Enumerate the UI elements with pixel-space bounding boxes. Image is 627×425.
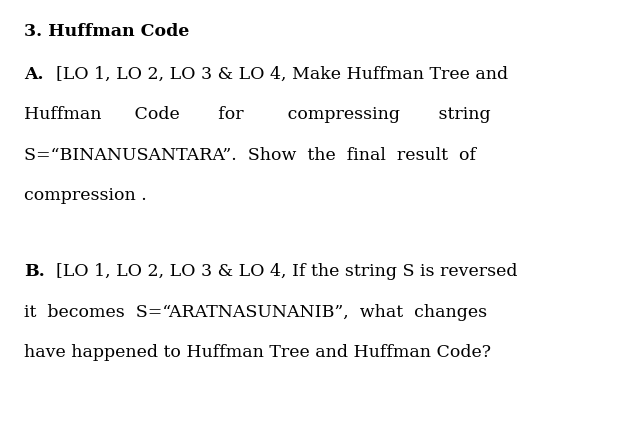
Text: [LO 1, LO 2, LO 3 & LO 4, Make Huffman Tree and: [LO 1, LO 2, LO 3 & LO 4, Make Huffman T…	[56, 66, 508, 83]
Text: B.: B.	[24, 264, 45, 280]
Text: Huffman      Code       for        compressing       string: Huffman Code for compressing string	[24, 106, 490, 123]
Text: A.: A.	[24, 66, 43, 83]
Text: have happened to Huffman Tree and Huffman Code?: have happened to Huffman Tree and Huffma…	[24, 344, 491, 361]
Text: 3. Huffman Code: 3. Huffman Code	[24, 23, 189, 40]
Text: compression .: compression .	[24, 187, 147, 204]
Text: it  becomes  S=“ARATNASUNANIB”,  what  changes: it becomes S=“ARATNASUNANIB”, what chang…	[24, 304, 487, 321]
Text: S=“BINANUSANTARA”.  Show  the  final  result  of: S=“BINANUSANTARA”. Show the final result…	[24, 147, 476, 164]
Text: [LO 1, LO 2, LO 3 & LO 4, If the string S is reversed: [LO 1, LO 2, LO 3 & LO 4, If the string …	[56, 264, 518, 280]
